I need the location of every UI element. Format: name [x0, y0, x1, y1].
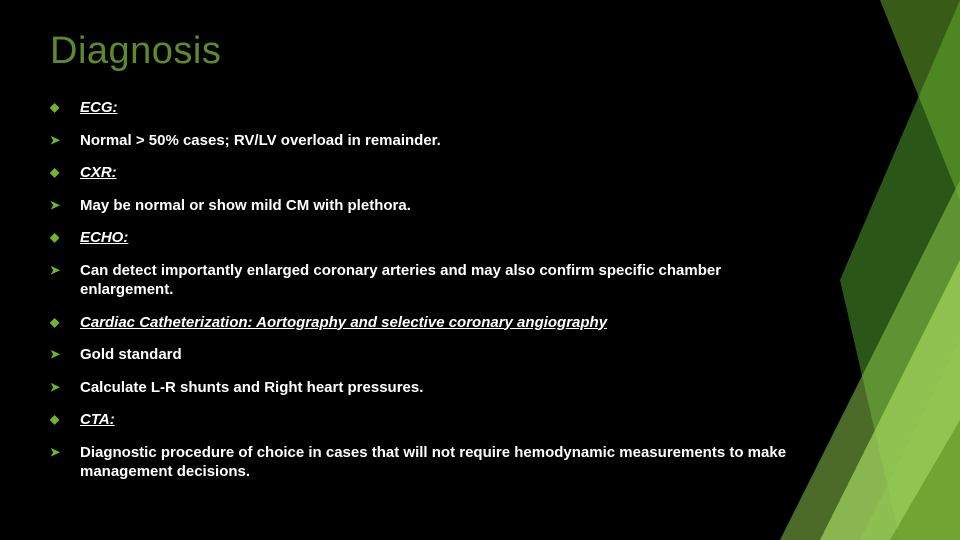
item-text: Calculate L-R shunts and Right heart pre… [80, 378, 810, 398]
item-heading: ECG: [80, 98, 810, 118]
list-item: ◆ CTA: [50, 410, 810, 430]
arrow-bullet-icon: ➤ [50, 196, 80, 214]
list-item: ➤ Diagnostic procedure of choice in case… [50, 443, 810, 482]
list-item: ➤ Can detect importantly enlarged corona… [50, 261, 810, 300]
item-heading: Cardiac Catheterization: Aortography and… [80, 313, 810, 333]
slide-title: Diagnosis [50, 30, 221, 73]
list-item: ➤ May be normal or show mild CM with ple… [50, 196, 810, 216]
item-heading: CXR: [80, 163, 810, 183]
list-item: ➤ Gold standard [50, 345, 810, 365]
item-heading: ECHO: [80, 228, 810, 248]
list-item: ➤ Calculate L-R shunts and Right heart p… [50, 378, 810, 398]
slide: Diagnosis ◆ ECG: ➤ Normal > 50% cases; R… [0, 0, 960, 540]
list-item: ◆ CXR: [50, 163, 810, 183]
item-text: Can detect importantly enlarged coronary… [80, 261, 810, 300]
arrow-bullet-icon: ➤ [50, 378, 80, 396]
list-item: ➤ Normal > 50% cases; RV/LV overload in … [50, 131, 810, 151]
arrow-bullet-icon: ➤ [50, 345, 80, 363]
list-item: ◆ ECG: [50, 98, 810, 118]
diamond-bullet-icon: ◆ [50, 163, 80, 181]
arrow-bullet-icon: ➤ [50, 261, 80, 279]
item-text: Diagnostic procedure of choice in cases … [80, 443, 810, 482]
content-list: ◆ ECG: ➤ Normal > 50% cases; RV/LV overl… [50, 98, 810, 495]
arrow-bullet-icon: ➤ [50, 443, 80, 461]
item-text: Gold standard [80, 345, 810, 365]
item-text: May be normal or show mild CM with pleth… [80, 196, 810, 216]
diamond-bullet-icon: ◆ [50, 313, 80, 331]
item-heading: CTA: [80, 410, 810, 430]
diamond-bullet-icon: ◆ [50, 410, 80, 428]
list-item: ◆ Cardiac Catheterization: Aortography a… [50, 313, 810, 333]
item-text: Normal > 50% cases; RV/LV overload in re… [80, 131, 810, 151]
diamond-bullet-icon: ◆ [50, 98, 80, 116]
list-item: ◆ ECHO: [50, 228, 810, 248]
diamond-bullet-icon: ◆ [50, 228, 80, 246]
arrow-bullet-icon: ➤ [50, 131, 80, 149]
